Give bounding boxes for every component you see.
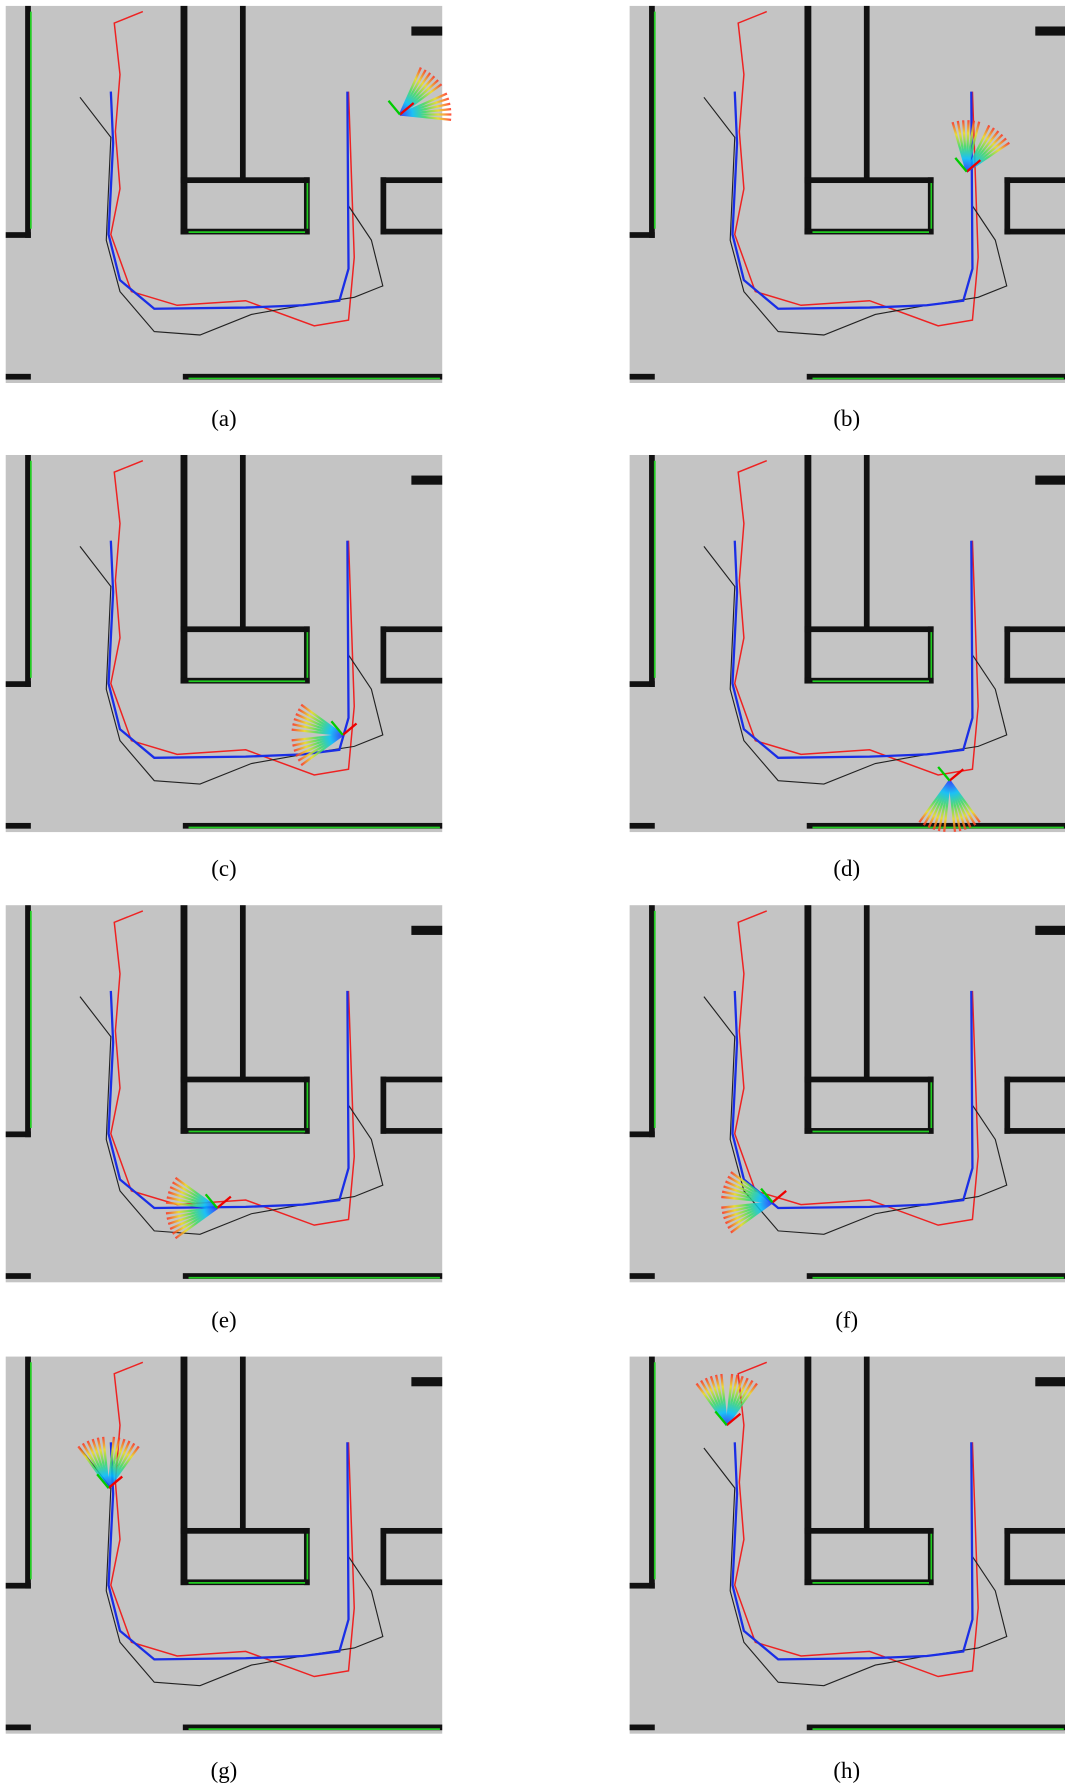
page: {"panels": [{"label": "(a)"}, {"label": … [0,0,1065,1791]
map-panel [630,905,1065,1282]
occupancy-map [630,905,1065,1282]
occupancy-map [630,1357,1065,1734]
occupancy-map [6,905,443,1282]
map-panel [6,905,443,1282]
panel-caption: (f) [835,1308,858,1333]
figure: (a) (b) (c) (d) (e) (f) (g) (h) [0,0,1065,1791]
map-panel [630,1357,1065,1734]
panel-caption: (g) [211,1758,238,1783]
panel-caption: (a) [211,406,236,431]
occupancy-map [6,1357,443,1734]
panel-caption: (d) [833,856,860,881]
map-panel [6,455,443,832]
occupancy-map [630,6,1065,383]
occupancy-map [6,6,443,383]
map-panel [630,6,1065,383]
panel-caption: (b) [833,406,860,431]
occupancy-map [6,455,443,832]
map-panel [6,6,460,383]
map-panel [630,455,1065,832]
map-panel [6,1357,443,1734]
panel-caption: (e) [211,1308,236,1333]
panel-caption: (h) [833,1758,860,1783]
occupancy-map [630,455,1065,832]
panel-caption: (c) [211,856,236,881]
